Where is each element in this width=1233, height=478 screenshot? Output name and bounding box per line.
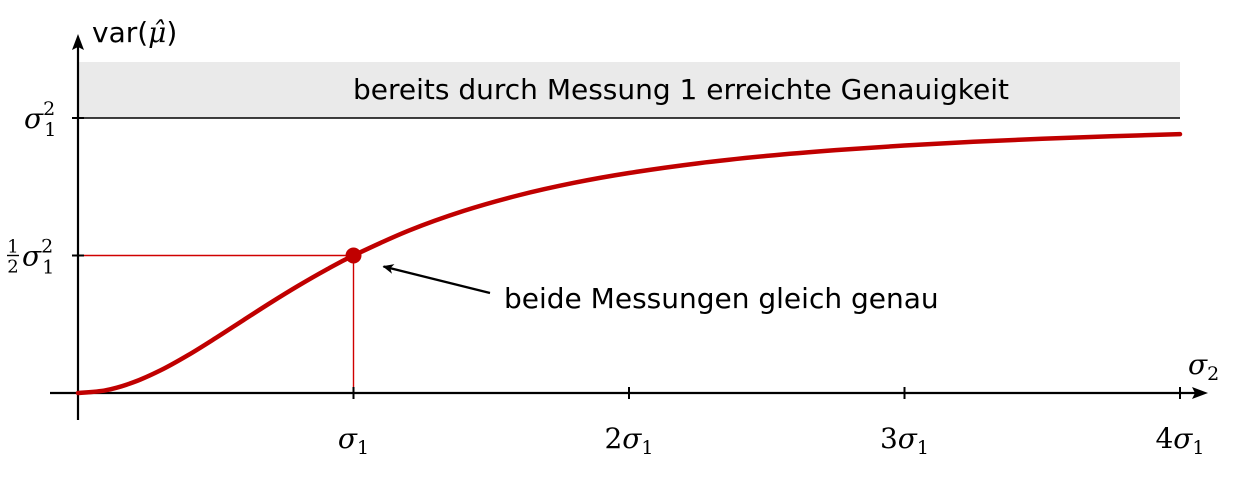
y-axis-arrow-icon — [72, 34, 84, 50]
x-tick-label: 3σ1 — [880, 422, 929, 459]
annotation-arrow — [382, 264, 491, 295]
x-axis-label: σ2 — [1188, 348, 1219, 385]
x-tick-label: 4σ1 — [1155, 422, 1204, 459]
y-tick-label: σ2 1 — [24, 98, 56, 141]
x-axis-arrow-icon — [1192, 387, 1208, 399]
x-tick-label: σ1 — [338, 422, 369, 459]
x-ticks: σ1 2σ1 3σ1 4σ1 — [338, 387, 1205, 459]
achieved-precision-band — [78, 62, 1180, 118]
annotation-text: beide Messungen gleich genau — [504, 282, 939, 315]
x-tick-label: 2σ1 — [604, 422, 653, 459]
y-axis-label: var(μ̂) — [92, 16, 177, 49]
equal-precision-point — [345, 247, 362, 264]
y-ticks: 12 σ2 1σ2 1 — [7, 98, 84, 279]
y-tick-label: σ2 1 — [22, 236, 54, 279]
y-tick-label-frac-den: 2 — [7, 257, 18, 278]
series-line — [75, 131, 1183, 396]
y-tick-label-frac-num: 1 — [7, 237, 18, 258]
band-label: bereits durch Messung 1 erreichte Genaui… — [353, 73, 1009, 106]
